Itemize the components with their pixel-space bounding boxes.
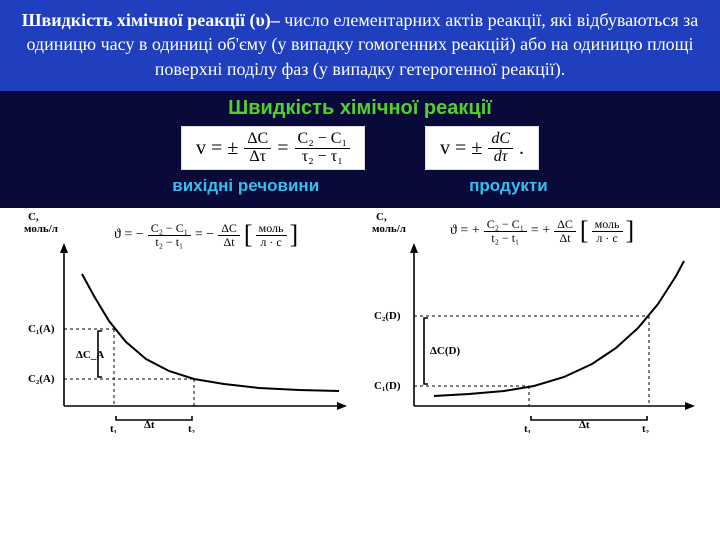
svg-text:моль/л: моль/л: [24, 223, 58, 235]
fr-lead: v = ±: [440, 137, 482, 160]
gl-f2n: ΔC: [218, 222, 240, 235]
gr-un: моль: [592, 218, 623, 231]
gl-f2d: Δt: [221, 236, 238, 249]
gl-un: моль: [256, 222, 287, 235]
gr-f1d: t₂ − t₁: [488, 232, 522, 245]
gr-lead: ϑ = +: [450, 223, 480, 239]
svg-text:C₁(D): C₁(D): [374, 380, 401, 392]
svg-text:t₂: t₂: [188, 423, 196, 433]
gl-ud: л · с: [257, 236, 284, 249]
svg-text:t₁: t₁: [524, 423, 531, 433]
definition-bold: Швидкість хімічної реакції (υ)–: [22, 10, 280, 30]
strip-heading: Швидкість хімічної реакції: [0, 97, 720, 120]
svg-text:ΔC(D): ΔC(D): [430, 345, 460, 357]
fl-f2-num: C₂ − C₁: [295, 131, 351, 148]
formula-average: v = ± ΔC Δτ = C₂ − C₁ τ₂ − τ₁: [181, 126, 365, 171]
svg-text:C,: C,: [28, 211, 39, 223]
svg-text:C₂(A): C₂(A): [28, 373, 55, 385]
gr-ud: л · с: [593, 232, 620, 245]
gr-f2d: Δt: [557, 232, 574, 245]
svg-text:t₂: t₂: [642, 423, 650, 433]
fl-lead: v = ±: [196, 137, 238, 160]
svg-text:Δt: Δt: [144, 419, 155, 431]
fr-tail: .: [519, 137, 524, 160]
svg-text:ΔC_A: ΔC_A: [76, 349, 104, 361]
gr-f2n: ΔC: [554, 218, 576, 231]
fl-f1-num: ΔC: [244, 131, 271, 148]
fr-den: dτ: [491, 149, 511, 166]
sublabels: вихідні речовини продукти: [0, 174, 720, 204]
graphs-row: ϑ = − C₂ − C₁ t₂ − t₁ = − ΔC Δt моль л ·…: [0, 208, 720, 433]
label-reactants: вихідні речовини: [172, 176, 319, 196]
svg-text:t₁: t₁: [110, 423, 117, 433]
formula-instant: v = ± dC dτ .: [425, 126, 539, 171]
fl-mid: =: [277, 137, 288, 160]
fr-num: dC: [488, 131, 513, 148]
gl-mid: = −: [195, 227, 214, 243]
svg-text:C,: C,: [376, 211, 387, 223]
svg-text:Δt: Δt: [579, 419, 590, 431]
fl-f1-den: Δτ: [246, 149, 269, 166]
gl-f1n: C₂ − C₁: [148, 222, 191, 235]
gr-mid: = +: [531, 223, 550, 239]
gr-curve: [434, 261, 684, 396]
svg-text:C₁(A): C₁(A): [28, 323, 55, 335]
gr-f1n: C₂ − C₁: [484, 218, 527, 231]
graph-reactants: ϑ = − C₂ − C₁ t₂ − t₁ = − ΔC Δt моль л ·…: [22, 208, 352, 433]
definition-banner: Швидкість хімічної реакції (υ)– число ел…: [0, 0, 720, 91]
graph-products: ϑ = + C₂ − C₁ t₂ − t₁ = + ΔC Δt моль л ·…: [370, 208, 700, 433]
gl-curve: [82, 274, 339, 391]
svg-text:C₂(D): C₂(D): [374, 310, 401, 322]
gl-f1d: t₂ − t₁: [152, 236, 186, 249]
fl-f2-den: τ₂ − τ₁: [299, 149, 346, 166]
label-products: продукти: [469, 176, 548, 196]
formula-row: v = ± ΔC Δτ = C₂ − C₁ τ₂ − τ₁ v = ± dC: [0, 120, 720, 175]
formula-strip: Швидкість хімічної реакції v = ± ΔC Δτ =…: [0, 91, 720, 209]
gl-lead: ϑ = −: [114, 227, 144, 243]
svg-text:моль/л: моль/л: [372, 223, 406, 235]
